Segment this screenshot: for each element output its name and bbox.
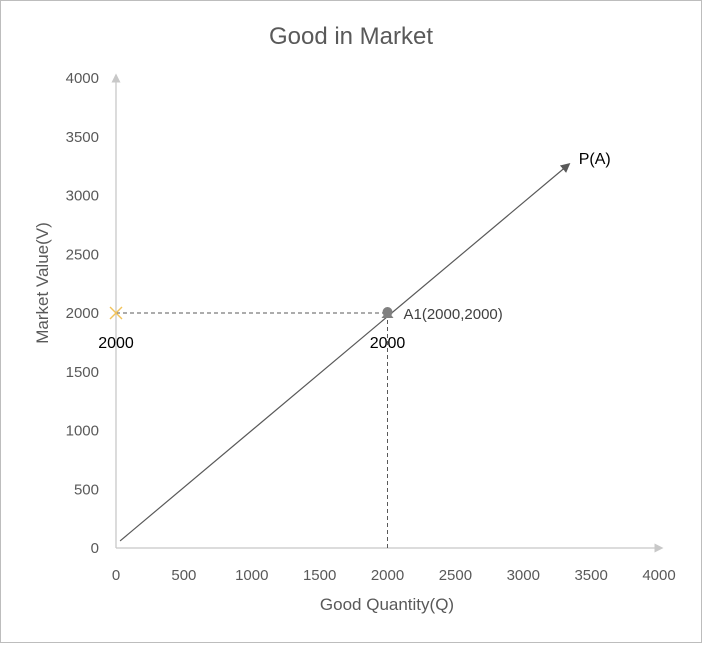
y-tick-labels: 0 500 1000 1500 2000 2500 3000 3500 4000 <box>66 70 99 557</box>
dashed-guides <box>116 312 388 548</box>
y-tick-label: 2000 <box>66 305 99 322</box>
x-axis-title: Good Quantity(Q) <box>320 595 454 614</box>
x-tick-label: 1000 <box>235 567 268 584</box>
x-marker-stroke <box>109 306 123 320</box>
y-axis-title: Market Value(V) <box>33 222 52 344</box>
y-tick-label: 0 <box>91 540 99 557</box>
x-tick-label: 3000 <box>507 567 540 584</box>
series-label: P(A) <box>579 151 611 168</box>
x-tick-label: 1500 <box>303 567 336 584</box>
chart-title: Good in Market <box>269 23 433 50</box>
x-tick-label: 2000 <box>371 567 404 584</box>
y-tick-label: 4000 <box>66 70 99 87</box>
x-tick-label: 3500 <box>574 567 607 584</box>
y-tick-label: 1500 <box>66 364 99 381</box>
x-tick-label: 0 <box>112 567 120 584</box>
y-tick-label: 3500 <box>66 129 99 146</box>
series-line-pa <box>119 163 571 542</box>
x-tick-label: 500 <box>171 567 196 584</box>
y-tick-label: 3000 <box>66 188 99 205</box>
series <box>119 163 571 542</box>
y-axis-value-label: 2000 <box>98 335 134 352</box>
y-tick-label: 500 <box>74 481 99 498</box>
x-tick-label: 2500 <box>439 567 472 584</box>
y-tick-label: 2500 <box>66 246 99 263</box>
y-tick-label: 1000 <box>66 423 99 440</box>
point-marks <box>109 306 394 320</box>
point-a1-triangle <box>381 310 394 318</box>
point-label: A1(2000,2000) <box>404 306 503 323</box>
x-axis-value-label: 2000 <box>370 335 406 352</box>
x-tick-labels: 0 500 1000 1500 2000 2500 3000 3500 4000 <box>112 567 676 584</box>
x-tick-label: 4000 <box>642 567 675 584</box>
